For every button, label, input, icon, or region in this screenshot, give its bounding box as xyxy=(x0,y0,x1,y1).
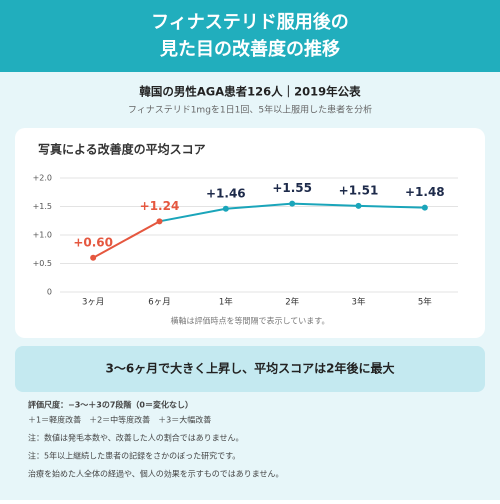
line-segment xyxy=(225,202,293,210)
y-tick-label: 0 xyxy=(47,288,52,297)
data-point xyxy=(90,254,97,261)
y-tick-label: +1.0 xyxy=(33,231,52,240)
line-segment xyxy=(292,202,359,207)
axis-note: 横軸は評価時点を等間隔で表示しています。 xyxy=(171,316,330,326)
y-tick-label: +2.0 xyxy=(33,174,52,183)
summary: 3〜6ヶ月で大きく上昇し、平均スコアは2年後に最大 xyxy=(105,361,394,376)
data-point xyxy=(156,218,163,225)
data-label: +1.55 xyxy=(272,181,312,195)
chart-title: 写真による改善度の平均スコア xyxy=(38,142,206,157)
x-tick-label: 2年 xyxy=(285,297,299,308)
y-tick-label: +1.5 xyxy=(33,202,52,211)
study-title: 韓国の男性AGA患者126人｜2019年公表 xyxy=(139,85,361,99)
data-point xyxy=(222,205,229,212)
x-tick-label: 5年 xyxy=(418,297,432,308)
data-point xyxy=(355,202,362,209)
line-segment xyxy=(358,204,425,209)
x-tick-label: 6ヶ月 xyxy=(148,298,170,308)
notes: 評価尺度：−3〜＋3の7段階（0＝変化なし） ＋1＝軽度改善 ＋2＝中等度改善 ＋… xyxy=(28,400,284,479)
data-label: +1.24 xyxy=(140,199,180,213)
header-band xyxy=(0,0,500,72)
data-label: +1.51 xyxy=(339,183,379,197)
header-title: 見た目の改善度の推移 xyxy=(159,38,340,60)
x-tick-label: 3ヶ月 xyxy=(82,298,104,308)
line-segment xyxy=(159,207,227,223)
data-label: +1.46 xyxy=(206,186,246,200)
study-subtitle: フィナステリド1mgを1日1回、5年以上服用した患者を分析 xyxy=(128,104,372,116)
y-tick-label: +0.5 xyxy=(33,259,52,268)
data-label: +1.48 xyxy=(405,185,445,199)
x-tick-label: 3年 xyxy=(352,297,366,308)
note: ＋1＝軽度改善 ＋2＝中等度改善 ＋3＝大幅改善 xyxy=(28,415,211,425)
chart-card xyxy=(15,128,485,338)
note: 治療を始めた人全体の経過や、個人の効果を示すものではありません。 xyxy=(28,469,284,479)
note: 注：数値は発毛本数や、改善した人の割合ではありません。 xyxy=(28,433,244,443)
note: 注：5年以上継続した患者の記録をさかのぼった研究です。 xyxy=(28,451,240,461)
summary-box xyxy=(15,346,485,392)
data-label: +0.60 xyxy=(73,235,113,249)
data-point xyxy=(421,204,428,211)
note: 評価尺度：−3〜＋3の7段階（0＝変化なし） xyxy=(28,400,193,410)
line-segment xyxy=(92,220,160,259)
plot: 0 +0.5 +1.0 +1.5 +2.0 3ヶ月 6ヶ月 1年 2年 3年 5年 +0.60 +1.2… xyxy=(33,174,458,308)
x-tick-label: 1年 xyxy=(219,297,233,308)
data-point xyxy=(289,200,296,207)
header-title: フィナステリド服用後の xyxy=(151,11,349,33)
